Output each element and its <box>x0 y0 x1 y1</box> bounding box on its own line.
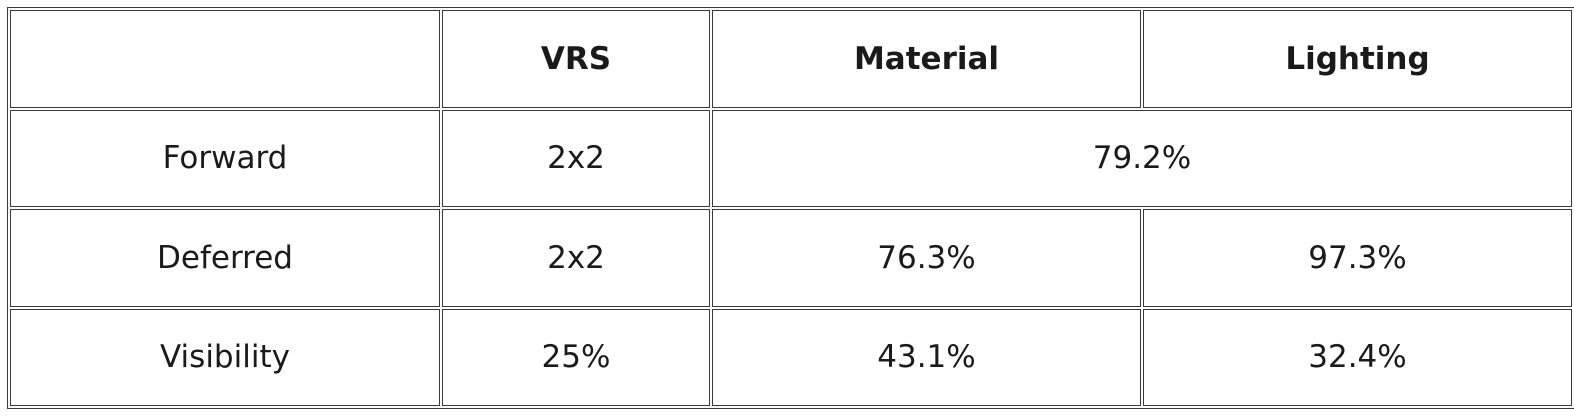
cell: 2x2 <box>442 109 710 207</box>
cell: 76.3% <box>712 209 1141 307</box>
column-header: Lighting <box>1143 10 1572 108</box>
corner-cell <box>10 10 440 108</box>
cell: 97.3% <box>1143 209 1572 307</box>
row-label: Deferred <box>10 209 440 307</box>
cell: 43.1% <box>712 308 1141 406</box>
cell: 32.4% <box>1143 308 1572 406</box>
row-label: Forward <box>10 109 440 207</box>
row-label: Visibility <box>10 308 440 406</box>
column-header: Material <box>712 10 1141 108</box>
results-table: VRS Material Lighting Forward 2x2 79.2% … <box>7 7 1574 409</box>
cell: 25% <box>442 308 710 406</box>
cell: 79.2% <box>712 109 1572 207</box>
table-row: Visibility 25% 43.1% 32.4% <box>10 308 1572 406</box>
table-row: Deferred 2x2 76.3% 97.3% <box>10 209 1572 307</box>
cell: 2x2 <box>442 209 710 307</box>
table-row: Forward 2x2 79.2% <box>10 109 1572 207</box>
column-header: VRS <box>442 10 710 108</box>
header-row: VRS Material Lighting <box>10 10 1572 108</box>
